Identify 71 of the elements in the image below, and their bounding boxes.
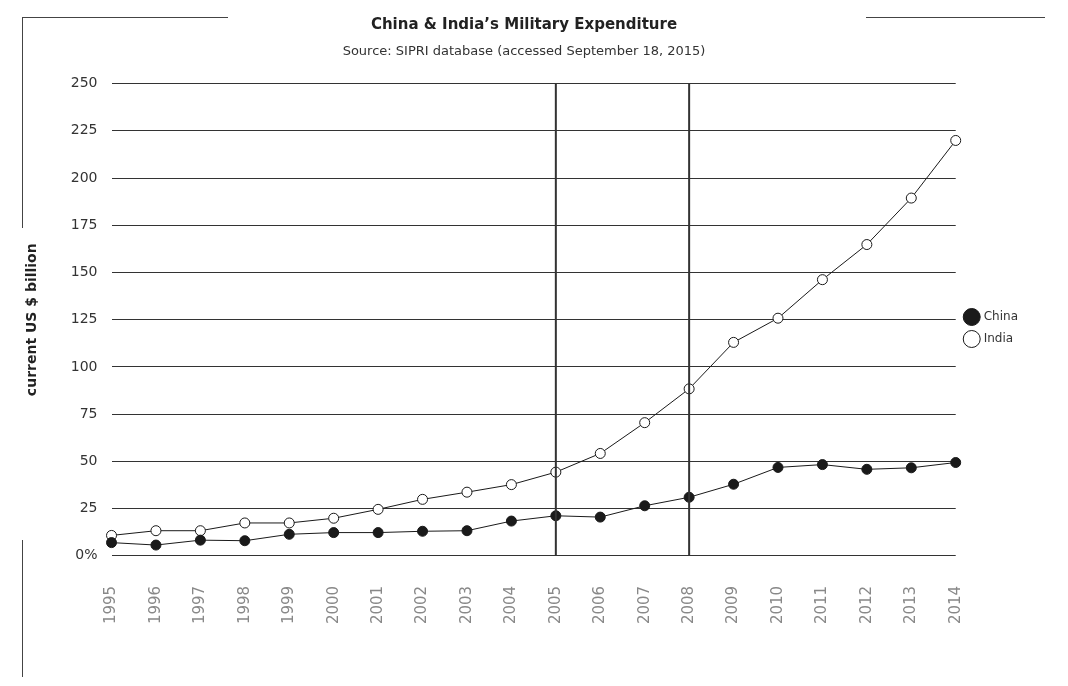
point [639,500,651,512]
point [816,459,828,471]
x-tick-label: 1997 [190,585,209,625]
x-tick-label: 2007 [634,585,653,625]
point [106,537,118,549]
point [461,486,473,498]
point [861,239,873,251]
x-tick-label: 1995 [101,585,120,625]
x-tick-label: 2011 [812,585,831,625]
x-tick-label: 2003 [456,585,475,625]
y-tick-label: 225 [70,121,98,138]
y-tick-label: 200 [70,168,98,185]
x-tick-label: 2012 [856,585,875,625]
x-tick-label: 2001 [368,585,386,625]
y-tick-label: 250 [70,74,98,91]
point [772,461,784,473]
x-tick-label: 2005 [545,585,564,625]
point [505,515,517,527]
point [150,525,162,537]
point [194,525,206,537]
point [417,525,429,537]
point [639,417,651,429]
y-tick-label: 100 [70,357,98,374]
point [372,503,384,515]
y-tick-label: 150 [70,263,98,280]
point [461,525,473,537]
point [194,534,206,546]
x-tick-label: 2014 [945,585,964,625]
point [594,511,606,523]
x-tick-label: 2006 [590,585,609,625]
point [772,312,784,324]
y-tick-label: 25 [79,499,98,516]
x-tick-label: 2002 [412,585,431,625]
point [283,528,295,540]
point [816,274,828,286]
y-tick-label: 125 [70,310,98,327]
point [950,134,962,146]
point [239,535,251,547]
point [283,517,295,529]
point [239,517,251,529]
chart-title: China & India’s Military Expenditure [370,14,678,33]
x-tick-label: 2008 [679,585,698,625]
y-tick-label: 50 [79,452,98,469]
point [905,192,917,204]
point [328,527,340,539]
x-tick-label: 2010 [767,585,786,625]
x-tick-label: 2009 [723,585,742,625]
point [150,539,162,551]
point [505,479,517,491]
y-tick-label: 175 [70,215,98,232]
chart-subtitle: Source: SIPRI database (accessed September 18, 2015) [342,43,706,59]
y-tick-label: 0% [75,546,98,563]
x-tick-label: 2004 [501,585,520,625]
y-tick-label: 75 [79,404,98,421]
y-axis-title: current US $ billion [23,243,40,397]
point [728,336,740,348]
point [728,478,740,490]
legend-label: China [983,309,1018,324]
x-tick-label: 2013 [901,585,920,625]
point [950,457,962,469]
point [417,493,429,505]
x-tick-label: 2000 [323,585,342,625]
legend-label: India [983,331,1014,346]
point [328,512,340,524]
x-tick-label: 1996 [145,585,164,625]
point [372,527,384,539]
point [905,462,917,474]
point [594,447,606,459]
x-tick-label: 1998 [234,585,253,625]
x-tick-label: 1999 [279,585,298,625]
point [861,463,873,475]
